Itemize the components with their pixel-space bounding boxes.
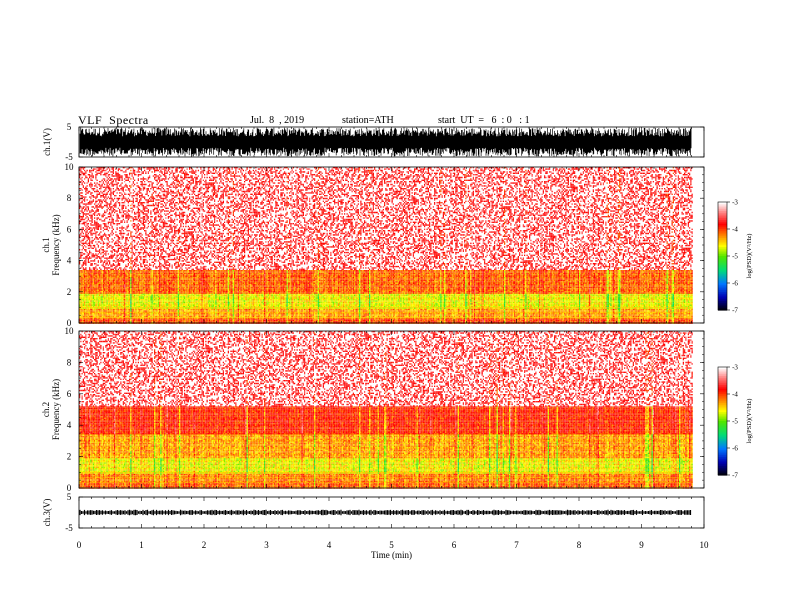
- ch2-spectrogram-band-1: [79, 472, 693, 483]
- ch3-waveform-ytick-0: 5: [67, 492, 72, 502]
- ch3-waveform-ytick-1: -5: [65, 523, 73, 533]
- xtick-label-10: 10: [700, 540, 710, 550]
- xtick-label-2: 2: [202, 540, 207, 550]
- ch1-waveform-ytick-1: -5: [65, 152, 73, 162]
- ch1-spectrogram-ytick-0: 0: [67, 318, 72, 328]
- xtick-label-5: 5: [389, 540, 394, 550]
- ch2-spectrogram-band-2: [79, 458, 693, 474]
- ch1-spectrogram-ytick-3: 6: [67, 224, 72, 234]
- ch3-waveform-panel: [78, 496, 705, 529]
- ch1-waveform-trace: [79, 127, 692, 157]
- ch2-spectrogram-ylabel: Frequency (kHz): [51, 379, 61, 440]
- ch2-spectrogram-colorbar-tick-3: -6: [732, 445, 738, 453]
- ch1-spectrogram-colorbar-tick-4: -7: [732, 307, 738, 315]
- ch3-waveform-trace: [79, 509, 692, 516]
- ch1-spectrogram-ytick-5: 10: [65, 162, 75, 172]
- ch1-spectrogram-colorbar: [717, 201, 730, 311]
- date-label: Jul. 8 , 2019: [250, 115, 305, 126]
- x-axis-label: Time (min): [371, 550, 412, 560]
- ch1-spectrogram-band-4: [79, 243, 693, 271]
- figure-title: VLF Spectra: [78, 113, 149, 127]
- ch2-spectrogram-colorbar-tick-0: -3: [732, 364, 738, 372]
- ch2-spectrogram-colorbar-tick-1: -4: [732, 391, 738, 399]
- ch1-spectrogram-colorbar-tick-1: -4: [732, 226, 738, 234]
- ch1-spectrogram-ylabel: Frequency (kHz): [51, 214, 61, 275]
- xtick-label-1: 1: [139, 540, 144, 550]
- ch2-spectrogram-band-5: [79, 331, 693, 407]
- ch2-spectrogram-ytick-5: 10: [65, 326, 75, 336]
- ch2-spectrogram-ytick-3: 6: [67, 389, 72, 399]
- ch2-spectrogram-ytick-4: 8: [67, 357, 72, 367]
- ch1-spectrogram-band-5: [79, 167, 693, 244]
- xtick-label-3: 3: [264, 540, 269, 550]
- ch2-spectrogram-cells: [79, 331, 693, 489]
- ch1-spectrogram-cells: [79, 167, 693, 324]
- ch2-spectrogram-ytick-0: 0: [67, 483, 72, 493]
- ch2-spectrogram-colorbar-label: log(PSD)(V²/Hz): [746, 399, 753, 444]
- ch3-waveform-ylabel: ch.3(V): [42, 499, 52, 527]
- ch2-spectrogram-band-3: [79, 433, 693, 459]
- ch2-spectrogram-colorbar-tick-4: -7: [732, 472, 738, 480]
- ch1-waveform-ytick-0: 5: [67, 122, 72, 132]
- ch1-waveform-panel: [78, 126, 705, 158]
- ch1-spectrogram-ytick-1: 2: [67, 287, 72, 297]
- ch1-spectrogram-ytick-2: 4: [67, 256, 72, 266]
- station-label: station=ATH: [342, 115, 394, 126]
- xtick-label-0: 0: [77, 540, 82, 550]
- ch1-spectrogram-band-2: [79, 293, 693, 309]
- xtick-label-4: 4: [327, 540, 332, 550]
- xtick-label-7: 7: [514, 540, 519, 550]
- ch1-spectrogram-colorbar-tick-2: -5: [732, 253, 738, 261]
- ch2-spectrogram-panel: [78, 330, 705, 489]
- ch1-spectrogram-band-3: [79, 269, 693, 294]
- ch2-spectrogram-colorbar-tick-2: -5: [732, 418, 738, 426]
- ch1-spectrogram-colorbar-label: log(PSD)(V²/Hz): [746, 234, 753, 279]
- ch1-spectrogram-ytick-4: 8: [67, 193, 72, 203]
- ch1-spectrogram-channel-label: ch.1: [41, 237, 51, 252]
- xtick-label-6: 6: [452, 540, 457, 550]
- ch2-spectrogram-colorbar: [717, 366, 730, 476]
- xtick-label-9: 9: [639, 540, 644, 550]
- ch2-spectrogram-ytick-2: 4: [67, 420, 72, 430]
- ch2-spectrogram-band-4: [79, 406, 693, 435]
- ch2-spectrogram-ytick-1: 2: [67, 452, 72, 462]
- ch2-spectrogram-channel-label: ch.2: [41, 402, 51, 417]
- ch1-waveform-ylabel: ch.1(V): [42, 128, 52, 156]
- xtick-label-8: 8: [577, 540, 582, 550]
- ch1-spectrogram-colorbar-tick-3: -6: [732, 280, 738, 288]
- start-time-label: start UT = 6 : 0 : 1: [438, 115, 530, 126]
- ch1-spectrogram-panel: [78, 166, 705, 324]
- ch1-spectrogram-colorbar-tick-0: -3: [732, 199, 738, 207]
